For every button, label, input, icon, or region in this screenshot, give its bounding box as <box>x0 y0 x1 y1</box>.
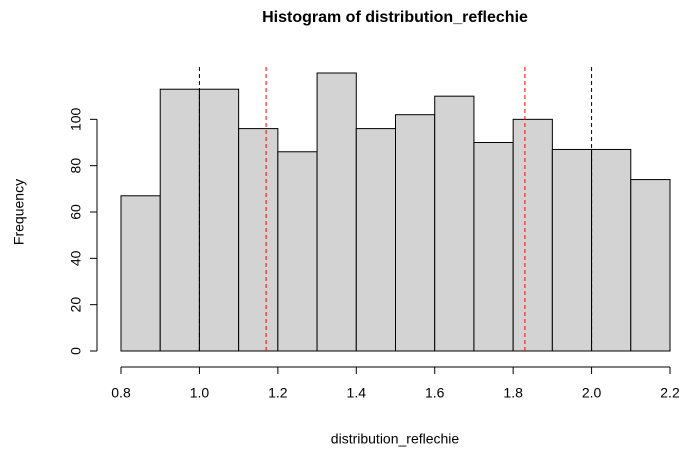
x-tick-label: 1.2 <box>268 385 288 401</box>
y-tick-label: 20 <box>68 297 84 313</box>
bar <box>630 179 671 352</box>
bar <box>473 142 514 352</box>
bar <box>591 148 632 352</box>
bar <box>316 72 357 352</box>
y-tick-label: 100 <box>68 107 84 131</box>
y-tick-label: 0 <box>68 347 84 355</box>
bar <box>395 114 436 352</box>
y-axis-label: Frequency <box>11 179 27 245</box>
x-tick-label: 1.8 <box>503 385 523 401</box>
y-tick-label: 40 <box>68 250 84 266</box>
x-tick-label: 1.0 <box>190 385 210 401</box>
x-axis-label: distribution_reflechie <box>331 431 460 447</box>
bar <box>159 88 200 352</box>
bar <box>238 128 279 352</box>
x-tick-label: 0.8 <box>111 385 131 401</box>
y-tick-label: 80 <box>68 158 84 174</box>
x-tick-label: 1.6 <box>425 385 445 401</box>
bar <box>551 148 593 352</box>
x-tick-label: 2.2 <box>660 385 680 401</box>
bar <box>355 128 396 352</box>
bar <box>434 95 475 352</box>
bar <box>198 88 240 352</box>
x-tick-label: 2.0 <box>582 385 602 401</box>
bar <box>512 118 553 352</box>
y-tick-label: 60 <box>68 204 84 220</box>
bar <box>277 151 318 352</box>
bar <box>120 195 161 352</box>
x-tick-label: 1.4 <box>347 385 367 401</box>
chart-title: Histogram of distribution_reflechie <box>262 9 528 26</box>
